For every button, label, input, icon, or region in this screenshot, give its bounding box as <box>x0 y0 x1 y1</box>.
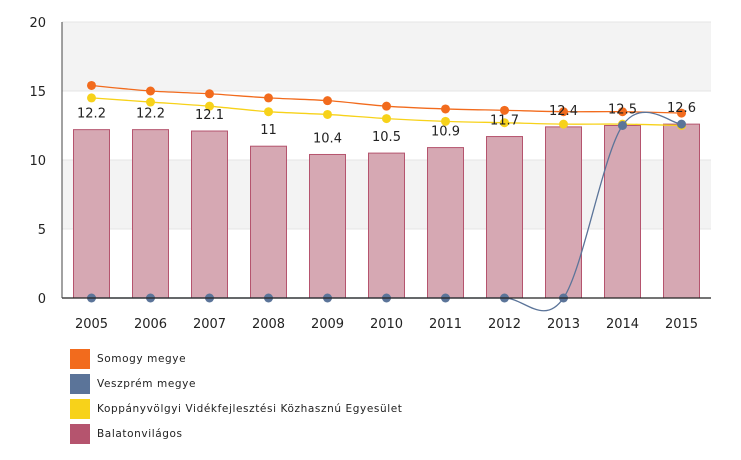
bar <box>132 129 169 299</box>
bar <box>545 126 582 299</box>
legend-swatch <box>70 398 90 419</box>
data-label: 11.7 <box>490 114 519 129</box>
data-label: 12.2 <box>77 107 106 122</box>
legend-label: Somogy megye <box>97 352 187 365</box>
legend-label: Balatonvilágos <box>97 427 183 440</box>
series-point <box>382 114 391 124</box>
legend-label: Veszprém megye <box>97 377 197 390</box>
bar <box>604 125 641 299</box>
bar <box>486 136 523 299</box>
data-label: 12.4 <box>549 104 578 119</box>
y-tick-label: 10 <box>29 154 46 169</box>
legend-swatch <box>70 423 90 444</box>
series-point <box>323 109 332 119</box>
series-point <box>205 89 214 99</box>
series-point <box>146 86 155 96</box>
series-point <box>500 105 509 115</box>
legend-item[interactable]: Koppányvölgyi Vidékfejlesztési Közhasznú… <box>70 396 403 421</box>
series-point <box>382 101 391 111</box>
x-tick-label: 2010 <box>370 317 403 332</box>
x-tick-label: 2011 <box>429 317 462 332</box>
series-point <box>618 121 627 130</box>
series-point <box>87 80 96 90</box>
series-point <box>146 97 155 107</box>
x-tick-label: 2009 <box>311 317 344 332</box>
x-tick-label: 2007 <box>193 317 226 332</box>
legend: Somogy megye Veszprém megye Koppányvölgy… <box>70 346 403 446</box>
bar <box>250 145 287 299</box>
series-point <box>559 119 568 129</box>
series-point <box>441 116 450 126</box>
data-label: 11 <box>260 123 277 138</box>
grid-band <box>62 22 711 91</box>
series-point <box>618 107 627 117</box>
legend-swatch <box>70 348 90 369</box>
y-tick-label: 0 <box>38 292 46 307</box>
data-label: 12.2 <box>136 107 165 122</box>
bar <box>663 123 700 299</box>
legend-item[interactable]: Veszprém megye <box>70 371 403 396</box>
series-point <box>87 93 96 103</box>
chart-area: 0 5 10 15 20 2005 2006 2007 2008 2009 2010 2011 2012… <box>29 16 711 332</box>
x-tick-label: 2005 <box>75 317 108 332</box>
legend-label: Koppányvölgyi Vidékfejlesztési Közhasznú… <box>97 402 403 415</box>
y-tick-label: 5 <box>38 223 46 238</box>
series-point <box>264 93 273 103</box>
bar <box>427 147 464 299</box>
data-label: 10.5 <box>372 130 401 145</box>
data-label: 10.9 <box>431 125 460 140</box>
y-tick-label: 20 <box>29 16 46 31</box>
data-label: 12.1 <box>195 108 224 123</box>
series-point <box>500 118 509 128</box>
series-point <box>677 108 686 118</box>
x-tick-label: 2014 <box>606 317 639 332</box>
legend-item[interactable]: Balatonvilágos <box>70 421 403 446</box>
x-tick-label: 2008 <box>252 317 285 332</box>
x-tick-label: 2006 <box>134 317 167 332</box>
x-tick-label: 2012 <box>488 317 521 332</box>
bar <box>368 152 405 299</box>
series-point <box>677 119 686 129</box>
x-tick-label: 2015 <box>665 317 698 332</box>
legend-item[interactable]: Somogy megye <box>70 346 403 371</box>
series-point <box>264 107 273 117</box>
bar <box>73 129 110 299</box>
bar <box>191 130 228 299</box>
data-label: 10.4 <box>313 131 342 146</box>
legend-swatch <box>70 373 90 394</box>
series-point <box>205 101 214 111</box>
series-point <box>559 107 568 117</box>
series-point <box>323 96 332 106</box>
x-tick-label: 2013 <box>547 317 580 332</box>
y-tick-label: 15 <box>29 85 46 100</box>
bar <box>309 153 346 299</box>
series-point <box>441 104 450 114</box>
data-label: 12.6 <box>667 101 696 116</box>
data-label: 12.5 <box>608 103 637 118</box>
